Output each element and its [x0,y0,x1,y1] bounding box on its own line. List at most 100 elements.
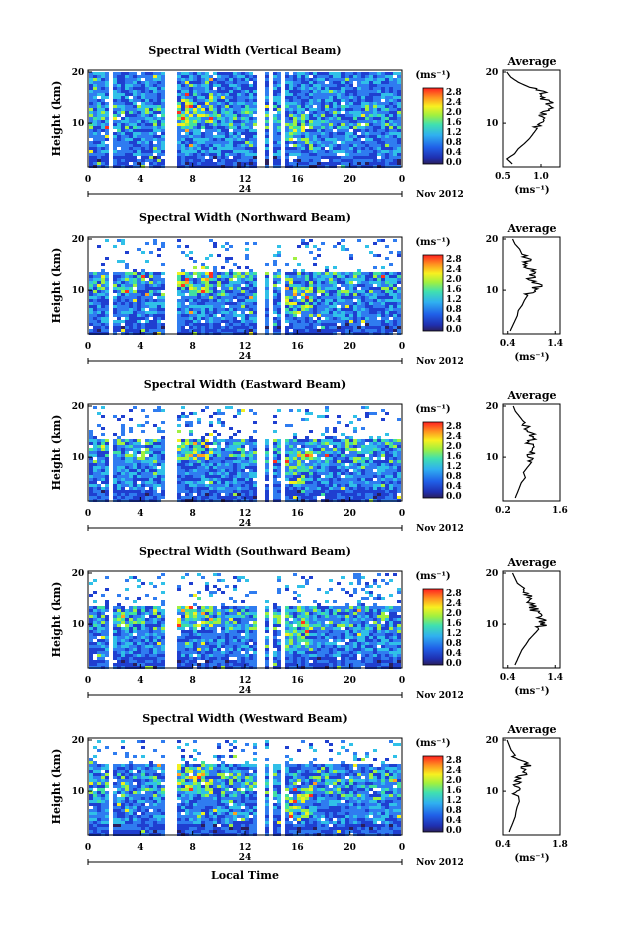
heatmap-cell [153,478,157,481]
heatmap-cell [209,329,213,332]
heatmap-cell [329,466,333,469]
heatmap-cell [309,272,313,275]
heatmap-cell [353,162,357,165]
heatmap-cell [289,78,293,81]
heatmap-cell [229,427,233,430]
heatmap-cell [321,290,325,293]
heatmap-cell [253,144,257,147]
heatmap-cell [217,96,221,99]
heatmap-cell [313,296,317,299]
heatmap-cell [345,317,349,320]
heatmap-cell [141,159,145,162]
heatmap-cell [145,78,149,81]
heatmap-cell [321,293,325,296]
heatmap-cell [161,93,165,96]
heatmap-cell [181,159,185,162]
heatmap-cell [213,120,217,123]
heatmap-cell [121,457,125,460]
heatmap-cell [117,287,121,290]
heatmap-cell [297,147,301,150]
heatmap-cell [237,105,241,108]
heatmap-cell [241,150,245,153]
heatmap-cell [121,448,125,451]
heatmap-cell [309,475,313,478]
heatmap-cell [341,78,345,81]
heatmap-cell [245,490,249,493]
heatmap-cell [97,129,101,132]
heatmap-cell [329,329,333,332]
heatmap-cell [105,126,109,129]
heatmap-cell [101,329,105,332]
heatmap-cell [177,150,181,153]
heatmap-cell [177,129,181,132]
heatmap-cell [157,469,161,472]
heatmap-cell [217,75,221,78]
heatmap-cell [105,496,109,499]
heatmap-cell [361,114,365,117]
heatmap-cell [393,302,397,305]
heatmap-cell [333,150,337,153]
heatmap-cell [117,84,121,87]
heatmap-cell [189,424,193,427]
heatmap-cell [161,114,165,117]
heatmap-cell [105,287,109,290]
heatmap-cell [273,487,277,490]
heatmap-cell [317,102,321,105]
heatmap-cell [345,81,349,84]
heatmap-cell [229,493,233,496]
heatmap-cell [397,102,401,105]
heatmap-cell [321,439,325,442]
heatmap-cell [97,144,101,147]
heatmap-cell [221,290,225,293]
heatmap-cell [329,150,333,153]
heatmap-cell [273,290,277,293]
heatmap-cell [237,284,241,287]
heatmap-cell [333,78,337,81]
heatmap-cell [329,448,333,451]
heatmap-cell [377,323,381,326]
heatmap-cell [233,496,237,499]
heatmap-cell [237,147,241,150]
heatmap-cell [189,96,193,99]
heatmap-cell [317,87,321,90]
heatmap-cell [249,96,253,99]
heatmap-cell [389,114,393,117]
heatmap-cell [149,129,153,132]
heatmap-cell [221,308,225,311]
heatmap-cell [97,451,101,454]
heatmap-cell [265,287,269,290]
heatmap-cell [273,126,277,129]
heatmap-cell [305,320,309,323]
heatmap-cell [245,102,249,105]
heatmap-cell [273,81,277,84]
heatmap-cell [177,418,181,421]
heatmap-cell [253,159,257,162]
heatmap-cell [265,308,269,311]
heatmap-cell [221,272,225,275]
heatmap-cell [385,293,389,296]
heatmap-cell [317,481,321,484]
heatmap-cell [185,138,189,141]
heatmap-cell [249,487,253,490]
heatmap-cell [197,141,201,144]
heatmap-cell [137,75,141,78]
heatmap-cell [193,102,197,105]
heatmap-cell [237,132,241,135]
heatmap-cell [197,311,201,314]
heatmap-cell [121,287,125,290]
heatmap-cell [297,129,301,132]
heatmap-cell [93,284,97,287]
heatmap-cell [161,105,165,108]
heatmap-cell [325,460,329,463]
heatmap-cell [393,129,397,132]
heatmap-cell [329,102,333,105]
heatmap-cell [201,281,205,284]
heatmap-cell [297,457,301,460]
heatmap-cell [157,409,161,412]
heatmap-cell [265,87,269,90]
heatmap-cell [397,72,401,75]
heatmap-cell [217,317,221,320]
heatmap-cell [181,457,185,460]
heatmap-cell [393,299,397,302]
heatmap-cell [149,475,153,478]
